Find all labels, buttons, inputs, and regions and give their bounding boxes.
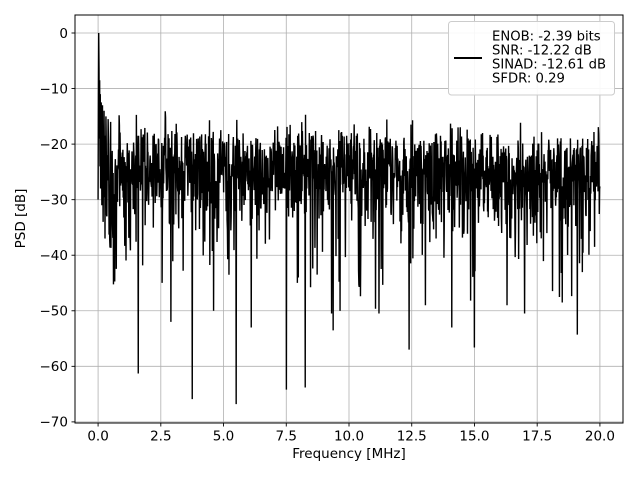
x-tick-label: 0.0: [87, 429, 108, 445]
x-tick-label: 2.5: [150, 429, 171, 445]
y-axis-tick-labels: 0 −10 −20 −30 −40 −50 −60 −70: [40, 26, 69, 431]
x-axis-tick-labels: 0.0 2.5 5.0 7.5 10.0 12.5 15.0 17.5 20.0: [87, 429, 615, 445]
legend-entry-snr: SNR: -12.22 dB: [492, 44, 592, 59]
x-axis-ticks: [97, 423, 601, 427]
y-tick-label: −50: [40, 304, 69, 320]
legend-entry-sinad: SINAD: -12.61 dB: [492, 58, 606, 73]
x-tick-label: 5.0: [213, 429, 234, 445]
x-axis-label: Frequency [MHz]: [292, 446, 405, 462]
x-tick-label: 7.5: [276, 429, 297, 445]
x-tick-label: 12.5: [397, 429, 427, 445]
y-tick-label: −40: [40, 248, 69, 264]
y-tick-label: −10: [40, 81, 69, 97]
y-axis-ticks: [71, 32, 75, 423]
psd-trace-line: [97, 32, 601, 405]
legend-entry-enob: ENOB: -2.39 bits: [492, 30, 601, 45]
y-tick-label: 0: [59, 26, 68, 42]
x-tick-label: 15.0: [459, 429, 489, 445]
y-tick-label: −70: [40, 415, 69, 431]
y-axis-label: PSD [dB]: [13, 189, 29, 249]
x-tick-label: 17.5: [522, 429, 552, 445]
y-tick-label: −30: [40, 192, 69, 208]
y-tick-label: −20: [40, 137, 69, 153]
y-tick-label: −60: [40, 359, 69, 375]
x-tick-label: 10.0: [334, 429, 364, 445]
legend-box: [448, 21, 615, 96]
x-tick-label: 20.0: [585, 429, 615, 445]
legend: ENOB: -2.39 bits SNR: -12.22 dB SINAD: -…: [448, 21, 615, 96]
legend-entry-sfdr: SFDR: 0.29: [492, 72, 565, 87]
